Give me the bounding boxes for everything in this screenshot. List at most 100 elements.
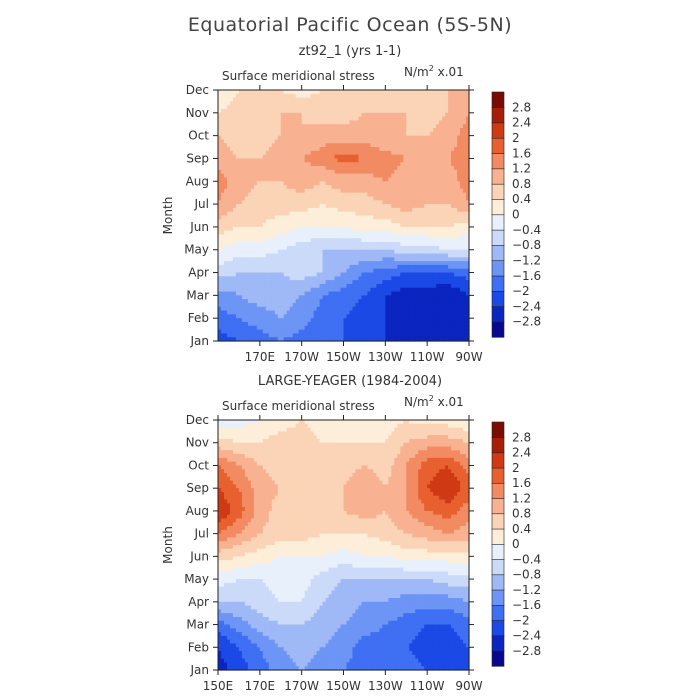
heatmap-cell <box>463 120 467 125</box>
heatmap-cell <box>445 93 449 99</box>
heatmap-cell <box>367 196 371 201</box>
heatmap-cell <box>367 150 371 156</box>
heatmap-cell <box>388 169 392 175</box>
heatmap-cell <box>286 112 291 118</box>
heatmap-cell <box>370 196 374 201</box>
heatmap-cell <box>385 131 389 137</box>
heatmap-cell <box>373 154 377 160</box>
heatmap-cell <box>439 128 443 133</box>
heatmap-cell <box>301 223 306 228</box>
heatmap-cell <box>403 128 407 133</box>
heatmap-cell <box>334 109 339 114</box>
heatmap-cell <box>265 147 270 152</box>
heatmap-cell <box>328 204 333 209</box>
heatmap-cell <box>397 154 401 160</box>
heatmap-cell <box>277 185 282 190</box>
heatmap-cell <box>313 124 318 129</box>
heatmap-cell <box>373 188 377 194</box>
heatmap-cell <box>349 245 354 251</box>
heatmap-cell <box>289 234 294 239</box>
heatmap-cell <box>433 192 437 198</box>
heatmap-cell <box>355 128 360 133</box>
heatmap-cell <box>241 204 246 209</box>
heatmap-cell <box>340 147 345 152</box>
heatmap-cell <box>319 131 324 137</box>
heatmap-cell <box>445 116 449 122</box>
heatmap-cell <box>325 211 330 217</box>
heatmap-cell <box>349 188 354 194</box>
heatmap-cell <box>277 135 282 141</box>
heatmap-cell <box>280 188 285 194</box>
heatmap-cell <box>388 116 392 122</box>
heatmap-cell <box>265 131 270 137</box>
heatmap-cell <box>424 105 428 110</box>
heatmap-cell <box>376 181 380 186</box>
heatmap-cell <box>301 120 306 125</box>
heatmap-cell <box>232 90 237 95</box>
heatmap-cell <box>313 226 318 232</box>
heatmap-cell <box>256 154 261 160</box>
heatmap-cell <box>397 192 401 198</box>
heatmap-cell <box>394 131 398 137</box>
heatmap-cell <box>427 128 431 133</box>
heatmap-cell <box>430 234 434 239</box>
heatmap-cell <box>259 150 264 156</box>
heatmap-cell <box>271 188 276 194</box>
heatmap-cell <box>364 188 369 194</box>
heatmap-cell <box>463 234 467 239</box>
heatmap-cell <box>289 97 294 103</box>
heatmap-cell <box>268 245 273 251</box>
heatmap-cell <box>331 238 336 243</box>
heatmap-cell <box>367 139 371 144</box>
heatmap-cell <box>286 90 291 95</box>
heatmap-cell <box>319 162 324 167</box>
heatmap-cell <box>358 139 363 144</box>
heatmap-cell <box>352 173 357 179</box>
heatmap-cell <box>388 162 392 167</box>
heatmap-cell <box>331 200 336 205</box>
heatmap-cell <box>403 109 407 114</box>
heatmap-cell <box>430 101 434 106</box>
heatmap-cell <box>367 90 371 95</box>
heatmap-cell <box>379 173 383 179</box>
heatmap-cell <box>253 245 258 251</box>
heatmap-cell <box>244 169 249 175</box>
heatmap-cell <box>250 124 255 129</box>
heatmap-cell <box>394 120 398 125</box>
heatmap-cell <box>364 131 369 137</box>
heatmap-cell <box>226 112 231 118</box>
heatmap-cell <box>271 147 276 152</box>
heatmap-cell <box>265 169 270 175</box>
heatmap-cell <box>268 238 273 243</box>
heatmap-cell <box>418 166 422 171</box>
heatmap-cell <box>313 154 318 160</box>
heatmap-cell <box>343 204 348 209</box>
heatmap-cell <box>340 131 345 137</box>
heatmap-cell <box>460 215 464 220</box>
heatmap-cell <box>292 196 297 201</box>
heatmap-cell <box>349 234 354 239</box>
heatmap-cell <box>298 128 303 133</box>
heatmap-cell <box>376 150 380 156</box>
heatmap-cell <box>295 101 300 106</box>
heatmap-cell <box>409 143 413 148</box>
heatmap-cell <box>226 105 231 110</box>
heatmap-cell <box>310 200 315 205</box>
heatmap-cell <box>370 109 374 114</box>
heatmap-cell <box>457 112 461 118</box>
heatmap-cell <box>220 166 225 171</box>
heatmap-cell <box>334 185 339 190</box>
heatmap-cell <box>466 192 470 198</box>
heatmap-cell <box>268 90 273 95</box>
heatmap-cell <box>259 234 264 239</box>
heatmap-cell <box>415 93 419 99</box>
heatmap-cell <box>382 188 386 194</box>
heatmap-cell <box>346 109 351 114</box>
heatmap-cell <box>352 223 357 228</box>
heatmap-cell <box>331 226 336 232</box>
heatmap-cell <box>373 109 377 114</box>
heatmap-cell <box>310 173 315 179</box>
heatmap-cell <box>328 150 333 156</box>
heatmap-cell <box>358 116 363 122</box>
heatmap-cell <box>298 139 303 144</box>
